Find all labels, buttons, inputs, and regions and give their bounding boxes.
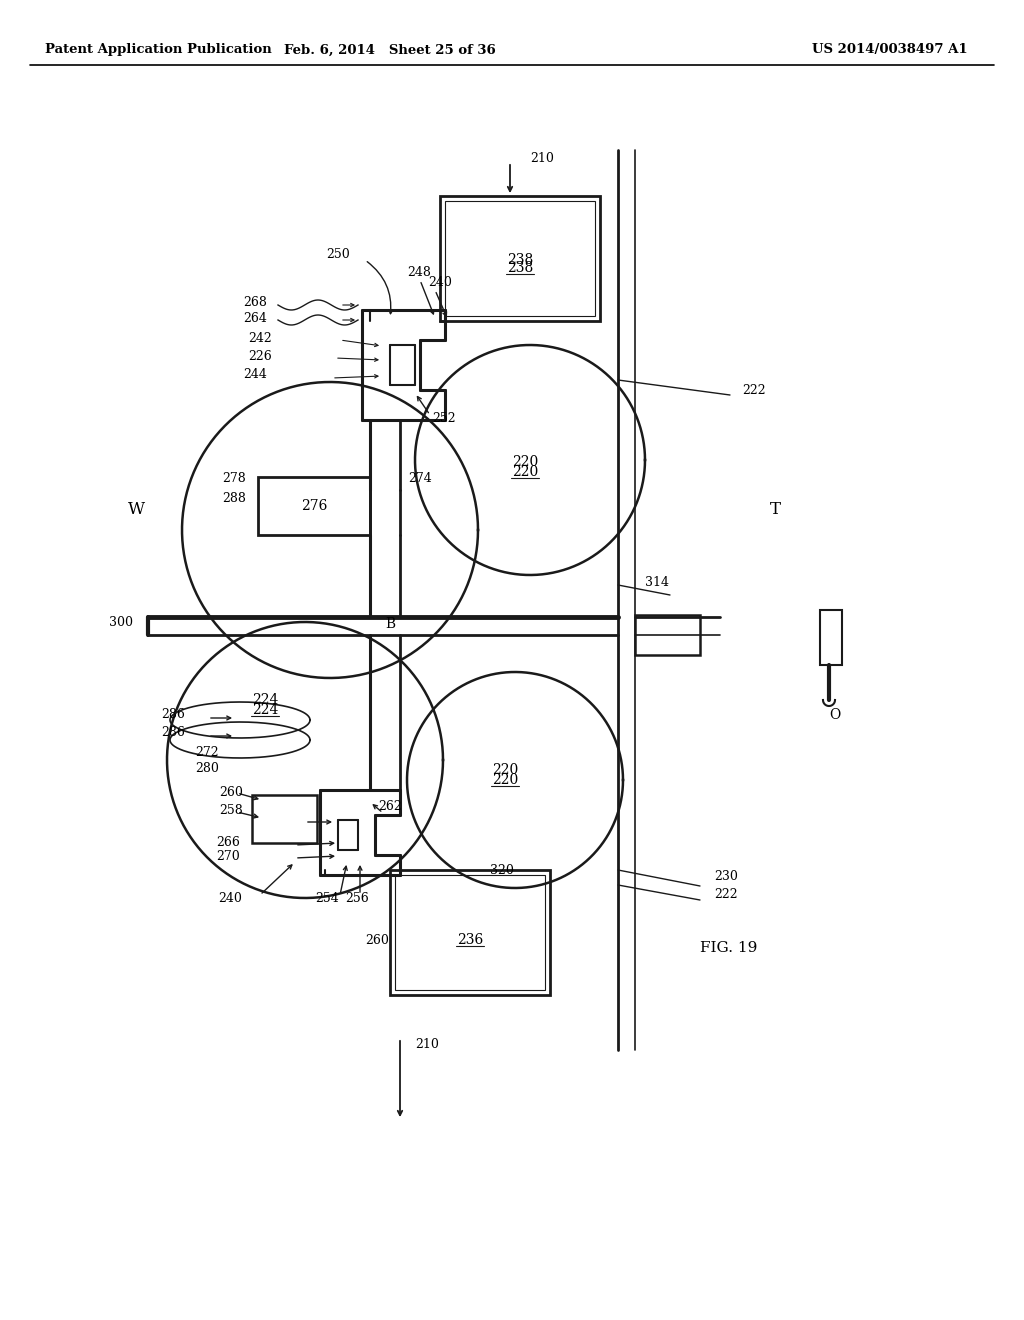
- Text: 242: 242: [248, 331, 272, 345]
- Bar: [440, 195, 600, 321]
- Text: B: B: [385, 616, 395, 631]
- Text: 288: 288: [222, 491, 246, 504]
- Text: O: O: [829, 708, 841, 722]
- Bar: [390, 870, 550, 995]
- Text: 320: 320: [490, 863, 514, 876]
- Text: 260: 260: [219, 787, 243, 800]
- Text: 270: 270: [216, 850, 240, 863]
- Text: 236: 236: [457, 933, 483, 946]
- Text: 210: 210: [530, 152, 554, 165]
- Text: W: W: [128, 502, 145, 519]
- Text: 226: 226: [248, 350, 272, 363]
- Text: 220: 220: [512, 455, 539, 469]
- Text: 244: 244: [243, 367, 267, 380]
- Text: 260: 260: [365, 933, 389, 946]
- Text: 256: 256: [345, 891, 369, 904]
- Text: 252: 252: [432, 412, 456, 425]
- Text: 238: 238: [507, 253, 534, 267]
- Text: 222: 222: [742, 384, 766, 396]
- Text: 254: 254: [315, 891, 339, 904]
- Text: 276: 276: [301, 499, 328, 513]
- Text: 314: 314: [645, 576, 669, 589]
- Text: 272: 272: [195, 746, 219, 759]
- Text: 264: 264: [243, 312, 267, 325]
- Text: 230: 230: [714, 870, 738, 883]
- Bar: [820, 610, 842, 665]
- Text: 300: 300: [109, 615, 133, 628]
- Text: 220: 220: [492, 763, 518, 777]
- Bar: [258, 477, 370, 535]
- Text: 238: 238: [507, 261, 534, 275]
- Bar: [635, 615, 700, 655]
- Text: 220: 220: [492, 774, 518, 787]
- Bar: [252, 795, 317, 843]
- Text: 266: 266: [216, 836, 240, 849]
- Bar: [445, 201, 595, 315]
- Text: 248: 248: [407, 267, 431, 280]
- Text: Patent Application Publication: Patent Application Publication: [45, 44, 271, 57]
- Text: 240: 240: [218, 891, 242, 904]
- Text: 274: 274: [408, 471, 432, 484]
- Text: 210: 210: [415, 1039, 439, 1052]
- Text: 250: 250: [327, 248, 350, 260]
- Text: 224: 224: [252, 704, 279, 717]
- Text: 220: 220: [512, 465, 539, 479]
- Text: 286: 286: [161, 726, 185, 738]
- Text: 258: 258: [219, 804, 243, 817]
- Text: US 2014/0038497 A1: US 2014/0038497 A1: [812, 44, 968, 57]
- Text: 268: 268: [243, 296, 267, 309]
- Bar: [395, 875, 545, 990]
- Text: 286: 286: [161, 708, 185, 721]
- Text: T: T: [770, 502, 781, 519]
- Text: 224: 224: [252, 693, 279, 708]
- Text: 278: 278: [222, 471, 246, 484]
- Text: 222: 222: [714, 888, 737, 902]
- Text: 280: 280: [195, 762, 219, 775]
- Text: 240: 240: [428, 276, 452, 289]
- Text: 262: 262: [378, 800, 401, 813]
- Text: Feb. 6, 2014   Sheet 25 of 36: Feb. 6, 2014 Sheet 25 of 36: [284, 44, 496, 57]
- Text: FIG. 19: FIG. 19: [700, 941, 758, 954]
